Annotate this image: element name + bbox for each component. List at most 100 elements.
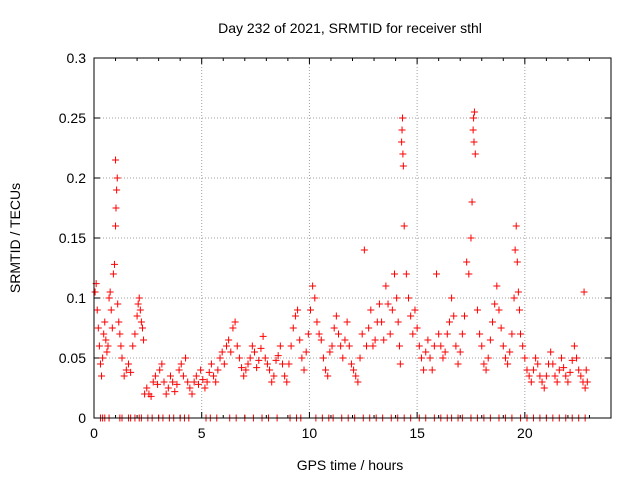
data-point: [233, 342, 241, 350]
data-point: [322, 366, 330, 374]
data-point: [399, 150, 407, 158]
data-point: [114, 300, 122, 308]
y-axis-label: SRMTID / TECUs: [7, 183, 23, 293]
data-point: [212, 378, 220, 386]
data-point: [482, 366, 490, 374]
data-point: [103, 348, 111, 356]
data-point: [393, 294, 401, 302]
data-point: [147, 392, 155, 400]
data-point: [285, 360, 293, 368]
data-point: [382, 282, 390, 290]
data-point: [458, 330, 466, 338]
data-point: [499, 342, 507, 350]
data-point: [463, 258, 471, 266]
data-point: [298, 354, 306, 362]
data-point: [551, 372, 559, 380]
data-point: [445, 318, 453, 326]
data-point: [413, 324, 421, 332]
data-point: [253, 364, 261, 372]
data-point: [568, 356, 576, 364]
data-point: [540, 384, 548, 392]
data-point: [378, 318, 386, 326]
data-point: [129, 342, 137, 350]
data-point: [396, 360, 404, 368]
data-point: [276, 342, 284, 350]
data-point: [580, 288, 588, 296]
data-point: [443, 330, 451, 338]
data-point: [352, 372, 360, 380]
data-point: [468, 198, 476, 206]
data-point: [513, 258, 521, 266]
data-point: [140, 336, 148, 344]
data-point: [470, 108, 478, 116]
data-point: [511, 246, 519, 254]
data-point: [400, 222, 408, 230]
data-point: [210, 372, 218, 380]
data-point: [268, 378, 276, 386]
data-point: [238, 364, 246, 372]
data-point: [536, 372, 544, 380]
data-point: [160, 378, 168, 386]
data-point: [398, 126, 406, 134]
data-point: [107, 306, 115, 314]
data-point: [441, 348, 449, 356]
data-point: [583, 378, 591, 386]
data-point: [527, 378, 535, 386]
data-point: [452, 342, 460, 350]
data-point: [328, 342, 336, 350]
data-point: [133, 312, 141, 320]
data-point: [435, 330, 443, 338]
data-point: [205, 368, 213, 376]
data-point: [334, 330, 342, 338]
data-point: [562, 372, 570, 380]
data-point: [553, 378, 561, 386]
data-point: [242, 366, 250, 374]
data-point: [428, 366, 436, 374]
axis-ticks: 0 0.05 0.1 0.15 0.2 0.25 0.3 0 5 10 15 20: [59, 50, 611, 441]
data-point: [319, 354, 327, 362]
data-point: [199, 376, 207, 384]
data-point: [91, 288, 99, 296]
data-point: [137, 318, 145, 326]
data-point: [491, 300, 499, 308]
data-point: [169, 378, 177, 386]
data-point: [529, 366, 537, 374]
data-point: [547, 348, 555, 356]
data-point: [203, 378, 211, 386]
data-point: [173, 380, 181, 388]
y-tick-label: 0.25: [59, 110, 86, 126]
x-tick-label: 20: [517, 425, 533, 441]
data-point: [281, 372, 289, 380]
data-point: [581, 384, 589, 392]
data-point: [473, 306, 481, 314]
data-point: [424, 336, 432, 344]
data-point: [229, 324, 237, 332]
data-point: [94, 324, 102, 332]
data-point: [534, 360, 542, 368]
data-point: [411, 306, 419, 314]
data-point: [184, 378, 192, 386]
data-point: [227, 348, 235, 356]
data-point: [257, 344, 265, 352]
data-point: [296, 336, 304, 344]
data-point: [430, 342, 438, 350]
data-point: [120, 372, 128, 380]
y-tick-label: 0: [78, 410, 86, 426]
data-point: [356, 354, 364, 362]
x-tick-label: 10: [302, 425, 318, 441]
x-tick-label: 15: [409, 425, 425, 441]
data-point: [127, 368, 135, 376]
data-point: [246, 354, 254, 362]
data-point: [398, 114, 406, 122]
data-point: [350, 366, 358, 374]
data-point: [214, 366, 222, 374]
data-point: [380, 336, 388, 344]
y-tick-label: 0.15: [59, 230, 86, 246]
data-point: [489, 318, 497, 326]
data-point: [476, 330, 484, 338]
data-point: [263, 360, 271, 368]
data-point: [367, 306, 375, 314]
data-point: [190, 378, 198, 386]
data-point: [313, 318, 321, 326]
data-point: [454, 360, 462, 368]
